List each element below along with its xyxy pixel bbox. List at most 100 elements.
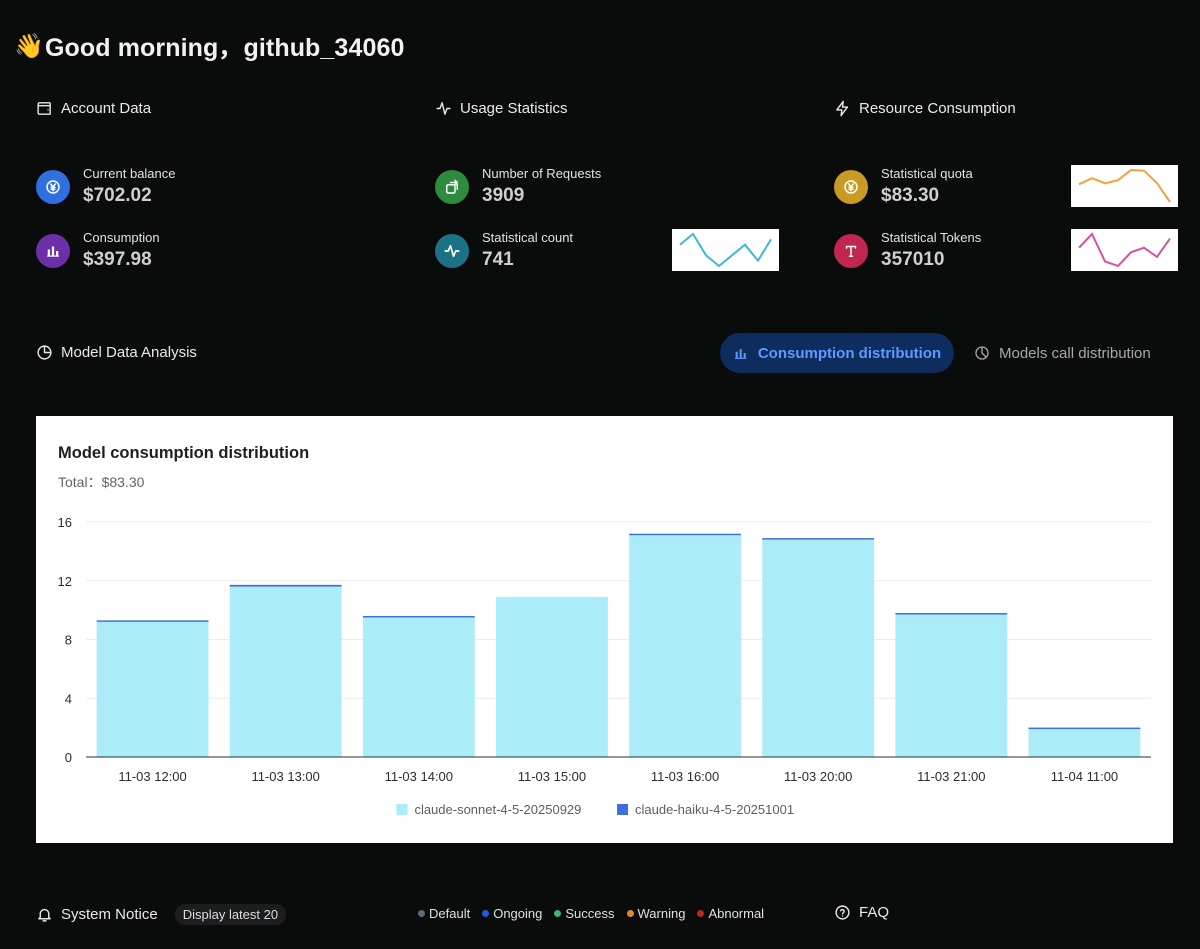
wallet-icon: [37, 102, 51, 115]
consumption-label: Consumption: [83, 230, 160, 245]
question-circle-icon: [835, 905, 850, 920]
x-tick-label: 11-04 11:00: [1051, 769, 1118, 784]
quota-value: $83.30: [881, 185, 940, 206]
stat-number-of-requests: Number of Requests 3909: [435, 166, 601, 207]
status-dot-icon: [418, 910, 425, 917]
stat-statistical-tokens: Statistical Tokens 357010: [834, 230, 981, 271]
yen-exchange-icon: [46, 179, 60, 194]
lightning-icon: [836, 100, 849, 117]
legend-label: claude-sonnet-4-5-20250929: [414, 802, 581, 817]
requests-label: Number of Requests: [482, 166, 602, 181]
faq-title[interactable]: FAQ: [834, 904, 889, 921]
consumption-chart-card: Model consumption distribution Total：$83…: [36, 416, 1173, 843]
y-tick-label: 12: [58, 574, 72, 589]
stat-statistical-count: Statistical count 741: [435, 230, 573, 271]
stat-consumption: Consumption $397.98: [36, 230, 160, 271]
x-tick-label: 11-03 20:00: [784, 769, 852, 784]
tokens-sparkline: [1071, 229, 1178, 271]
activity-icon: [436, 102, 451, 115]
bar: [1028, 727, 1141, 730]
bar: [895, 614, 1008, 757]
x-tick-label: 11-03 21:00: [917, 769, 985, 784]
quota-label: Statistical quota: [881, 166, 973, 181]
balance-label: Current balance: [83, 166, 176, 181]
usage-statistics-title: Usage Statistics: [435, 100, 568, 117]
pie-chart-icon: [975, 346, 989, 360]
chart-total: Total：$83.30: [58, 474, 145, 490]
status-legend-item: Abnormal: [697, 906, 764, 921]
balance-value: $702.02: [83, 185, 152, 206]
bar: [229, 584, 342, 587]
quota-circle: [834, 169, 868, 204]
balance-circle: [36, 169, 70, 204]
consumption-circle: [36, 233, 70, 268]
x-tick-label: 11-03 14:00: [385, 769, 453, 784]
resource-consumption-title: Resource Consumption: [834, 100, 1016, 117]
status-dot-icon: [482, 910, 490, 917]
status-legend-item: Warning: [626, 906, 686, 921]
bar: [1028, 729, 1141, 757]
bar: [629, 533, 741, 536]
status-legend-item: Ongoing: [482, 906, 542, 921]
stat-statistical-quota: Statistical quota $83.30: [834, 166, 973, 207]
bar: [362, 615, 475, 618]
status-legend-label: Warning: [637, 906, 686, 921]
legend-swatch: [396, 804, 408, 815]
requests-circle: [435, 169, 469, 204]
pulse-icon: [444, 244, 460, 257]
bar: [496, 596, 608, 757]
consumption-bar-chart: 0 4 8 12 16 11-03 12:00 11-03 13:00 11-03 14:00…: [58, 515, 1151, 817]
bar: [895, 613, 1008, 615]
status-legend-item: Success: [554, 906, 615, 921]
model-data-analysis-title: Model Data Analysis: [36, 344, 197, 361]
status-legend-label: Default: [429, 906, 471, 921]
bar-chart-icon: [47, 246, 59, 257]
bar-chart-icon: [734, 349, 747, 359]
requests-value: 3909: [482, 185, 525, 206]
bell-icon: [38, 908, 51, 922]
system-notice-title: System Notice Display latest 20: [36, 904, 287, 925]
legend-swatch: [617, 804, 629, 815]
y-tick-label: 4: [65, 691, 72, 706]
tokens-label: Statistical Tokens: [881, 230, 982, 245]
notice-status-legend: Default Ongoing Success Warning Abnormal: [418, 906, 764, 921]
x-tick-label: 11-03 13:00: [251, 769, 319, 784]
quota-sparkline-line: [1078, 168, 1171, 203]
bar: [762, 538, 875, 540]
status-legend-label: Ongoing: [493, 906, 543, 921]
x-tick-label: 11-03 16:00: [651, 769, 719, 784]
status-dot-icon: [697, 910, 705, 917]
pie-chart-icon: [37, 345, 52, 360]
count-circle: [435, 233, 469, 268]
wave-emoji-icon: 👋: [14, 32, 44, 60]
chart-title: Model consumption distribution: [58, 444, 310, 462]
tokens-sparkline-line: [1078, 232, 1171, 268]
y-tick-label: 8: [65, 633, 72, 648]
status-legend-label: Success: [565, 906, 615, 921]
status-legend-item: Default: [418, 906, 470, 921]
quota-sparkline: [1071, 165, 1178, 207]
count-sparkline-line: [679, 232, 772, 268]
bar: [629, 535, 741, 757]
x-tick-label: 11-03 12:00: [118, 769, 186, 784]
status-dot-icon: [554, 910, 562, 917]
stat-current-balance: Current balance $702.02: [36, 166, 176, 207]
legend-label: claude-haiku-4-5-20251001: [635, 802, 794, 817]
yen-coin-icon: [844, 179, 858, 194]
bar: [362, 617, 475, 757]
status-dot-icon: [626, 910, 634, 917]
count-label: Statistical count: [482, 230, 574, 245]
tab-consumption-distribution[interactable]: Consumption distribution: [720, 333, 954, 373]
bar: [96, 621, 209, 757]
bar: [229, 586, 342, 757]
count-value: 741: [482, 249, 514, 270]
bar: [96, 620, 209, 622]
y-tick-label: 16: [58, 515, 72, 530]
y-tick-label: 0: [65, 750, 72, 765]
count-sparkline: [672, 229, 779, 271]
bar: [762, 539, 875, 757]
send-icon: [446, 179, 458, 194]
consumption-value: $397.98: [83, 249, 152, 270]
tab-models-call-distribution[interactable]: Models call distribution: [974, 333, 1151, 373]
